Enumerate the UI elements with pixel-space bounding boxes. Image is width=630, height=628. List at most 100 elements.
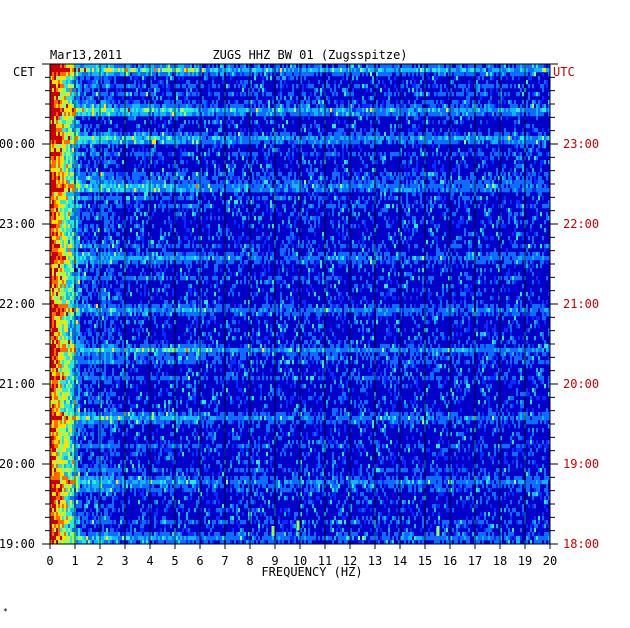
heatmap-cell bbox=[486, 200, 488, 205]
heatmap-cell bbox=[480, 112, 482, 117]
heatmap-cell bbox=[260, 100, 262, 105]
heatmap-cell bbox=[376, 72, 378, 77]
heatmap-cell bbox=[462, 180, 464, 185]
heatmap-cell bbox=[172, 204, 174, 209]
heatmap-cell bbox=[390, 128, 392, 133]
heatmap-cell bbox=[202, 116, 204, 121]
heatmap-cell bbox=[64, 92, 66, 97]
heatmap-cell bbox=[114, 112, 116, 117]
heatmap-cell bbox=[300, 140, 302, 145]
heatmap-cell bbox=[516, 140, 518, 145]
heatmap-cell bbox=[144, 140, 146, 145]
heatmap-cell bbox=[162, 184, 164, 189]
heatmap-cell bbox=[132, 72, 134, 77]
heatmap-cell bbox=[120, 128, 122, 133]
heatmap-cell bbox=[98, 140, 100, 145]
heatmap-cell bbox=[498, 72, 500, 77]
heatmap-cell bbox=[366, 112, 368, 117]
heatmap-cell bbox=[304, 136, 306, 141]
heatmap-cell bbox=[410, 104, 412, 109]
heatmap-cell bbox=[456, 180, 458, 185]
heatmap-cell bbox=[434, 84, 436, 89]
heatmap-cell bbox=[452, 132, 454, 137]
heatmap-cell bbox=[466, 136, 468, 141]
heatmap-cell bbox=[154, 136, 156, 141]
heatmap-cell bbox=[302, 92, 304, 97]
heatmap-cell bbox=[284, 108, 286, 113]
heatmap-cell bbox=[290, 136, 292, 141]
heatmap-cell bbox=[76, 112, 78, 117]
heatmap-cell bbox=[64, 200, 66, 205]
heatmap-cell bbox=[466, 164, 468, 169]
heatmap-cell bbox=[514, 180, 516, 185]
heatmap-cell bbox=[266, 108, 268, 113]
heatmap-cell bbox=[152, 180, 154, 185]
heatmap-cell bbox=[322, 196, 324, 201]
heatmap-cell bbox=[450, 172, 452, 177]
heatmap-cell bbox=[280, 184, 282, 189]
heatmap-cell bbox=[198, 160, 200, 165]
heatmap-cell bbox=[548, 136, 550, 141]
heatmap-cell bbox=[472, 136, 474, 141]
heatmap-cell bbox=[538, 196, 540, 201]
heatmap-cell bbox=[104, 120, 106, 125]
heatmap-cell bbox=[502, 172, 504, 177]
heatmap-cell bbox=[212, 148, 214, 153]
heatmap-cell bbox=[202, 184, 204, 189]
heatmap-cell bbox=[226, 84, 228, 89]
heatmap-cell bbox=[78, 68, 80, 73]
heatmap-cell bbox=[516, 192, 518, 197]
heatmap-cell bbox=[142, 172, 144, 177]
heatmap-cell bbox=[170, 172, 172, 177]
heatmap-cell bbox=[178, 100, 180, 105]
heatmap-cell bbox=[346, 184, 348, 189]
heatmap-cell bbox=[204, 100, 206, 105]
heatmap-cell bbox=[146, 108, 148, 113]
heatmap-cell bbox=[176, 140, 178, 145]
heatmap-cell bbox=[184, 68, 186, 73]
heatmap-cell bbox=[62, 76, 64, 81]
heatmap-cell bbox=[168, 96, 170, 101]
heatmap-cell bbox=[294, 104, 296, 109]
heatmap-cell bbox=[436, 68, 438, 73]
heatmap-cell bbox=[512, 108, 514, 113]
heatmap-cell bbox=[466, 152, 468, 157]
heatmap-cell bbox=[132, 112, 134, 117]
heatmap-cell bbox=[332, 140, 334, 145]
heatmap-cell bbox=[514, 112, 516, 117]
heatmap-cell bbox=[220, 128, 222, 133]
heatmap-cell bbox=[194, 100, 196, 105]
heatmap-cell bbox=[156, 160, 158, 165]
heatmap-cell bbox=[60, 156, 62, 161]
heatmap-cell bbox=[230, 188, 232, 193]
heatmap-cell bbox=[516, 176, 518, 181]
heatmap-cell bbox=[222, 180, 224, 185]
heatmap-cell bbox=[180, 196, 182, 201]
heatmap-cell bbox=[280, 104, 282, 109]
heatmap-cell bbox=[250, 120, 252, 125]
heatmap-cell bbox=[268, 176, 270, 181]
heatmap-cell bbox=[80, 136, 82, 141]
heatmap-cell bbox=[344, 112, 346, 117]
heatmap-cell bbox=[84, 112, 86, 117]
heatmap-cell bbox=[340, 100, 342, 105]
heatmap-cell bbox=[106, 96, 108, 101]
heatmap-cell bbox=[142, 92, 144, 97]
heatmap-cell bbox=[320, 184, 322, 189]
heatmap-cell bbox=[526, 180, 528, 185]
heatmap-cell bbox=[86, 124, 88, 129]
heatmap-cell bbox=[278, 168, 280, 173]
heatmap-cell bbox=[438, 68, 440, 73]
heatmap-cell bbox=[280, 172, 282, 177]
heatmap-cell bbox=[278, 180, 280, 185]
heatmap-cell bbox=[56, 76, 58, 81]
heatmap-cell bbox=[270, 132, 272, 137]
heatmap-cell bbox=[186, 68, 188, 73]
heatmap-cell bbox=[370, 128, 372, 133]
heatmap-cell bbox=[542, 188, 544, 193]
heatmap-cell bbox=[180, 160, 182, 165]
heatmap-cell bbox=[122, 64, 124, 69]
heatmap-cell bbox=[264, 180, 266, 185]
heatmap-cell bbox=[456, 112, 458, 117]
heatmap-cell bbox=[158, 104, 160, 109]
